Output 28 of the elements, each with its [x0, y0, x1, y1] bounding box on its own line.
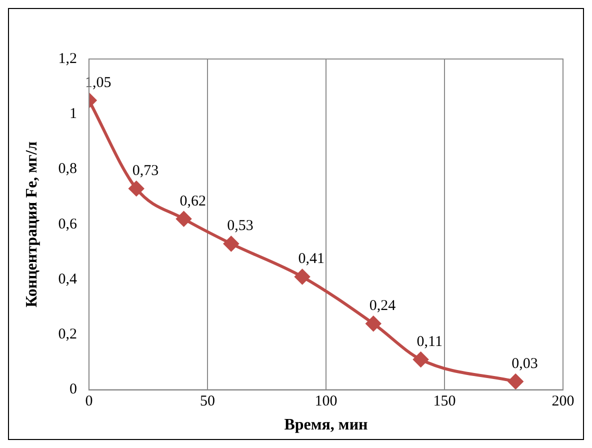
- x-tick-label: 200: [552, 394, 574, 410]
- x-axis-title: Время, мин: [284, 416, 368, 434]
- data-label: 0,41: [298, 251, 325, 268]
- y-axis-title: Концентрация Fe, мг/л: [24, 141, 41, 308]
- y-tick-label: 0: [69, 382, 77, 398]
- point: [224, 236, 239, 252]
- y-tick-label: 0,4: [58, 271, 78, 288]
- y-tick-label: 0,8: [58, 161, 77, 178]
- x-tick-label: 50: [200, 394, 215, 410]
- x-tick-label: 150: [433, 394, 456, 410]
- data-label: 0,03: [512, 356, 538, 372]
- point: [128, 181, 144, 196]
- data-label: 0,24: [369, 298, 396, 314]
- y-tick-label: 1: [69, 106, 77, 122]
- point: [176, 211, 192, 226]
- data-label: 0,11: [416, 334, 442, 350]
- point: [413, 352, 428, 367]
- point: [294, 269, 310, 284]
- x-tick-label: 0: [85, 394, 93, 410]
- point: [366, 316, 381, 332]
- point: [508, 374, 524, 390]
- data-label: 0,73: [132, 163, 159, 179]
- data-label: 0,62: [180, 193, 206, 210]
- y-tick-label: 0,2: [58, 326, 77, 343]
- y-tick-label: 1,2: [58, 50, 77, 67]
- x-tick-label: 100: [314, 394, 338, 410]
- y-tick-label: 0,6: [58, 216, 78, 232]
- data-label: 0,53: [227, 218, 254, 234]
